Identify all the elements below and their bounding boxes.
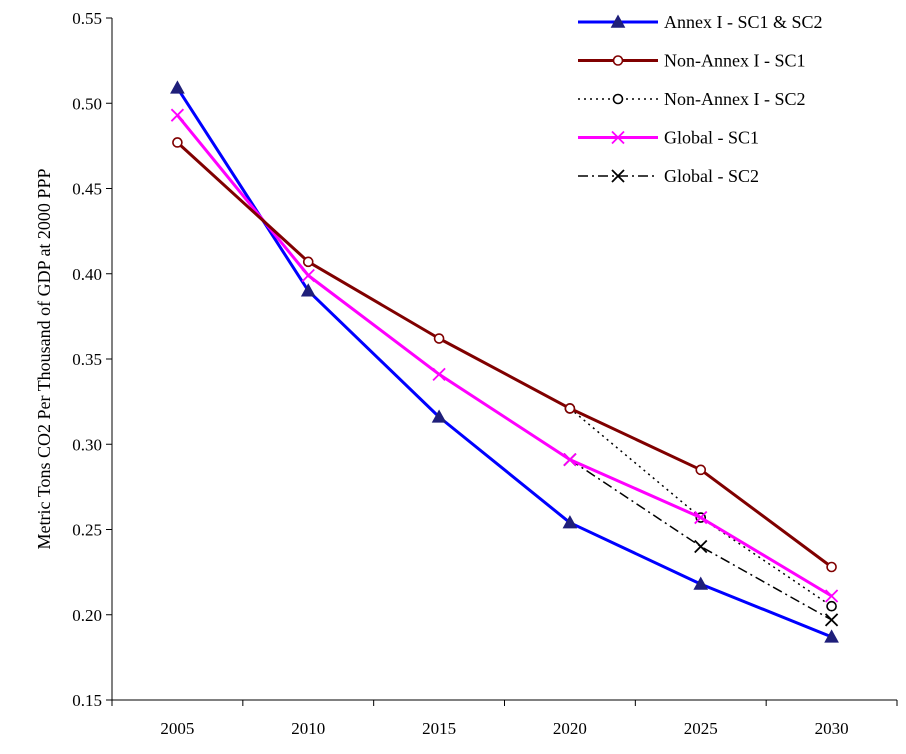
legend-label: Global - SC1 — [664, 128, 759, 148]
triangle-marker — [300, 283, 316, 297]
y-tick-label: 0.20 — [72, 606, 102, 625]
circle-marker — [826, 561, 837, 573]
x-tick-label: 2005 — [160, 719, 194, 738]
triangle-marker — [693, 576, 709, 590]
triangle-marker — [170, 80, 185, 94]
x-marker — [824, 613, 839, 627]
legend-item: Global - SC1 — [578, 128, 759, 148]
series-line — [176, 114, 833, 598]
circle-marker — [826, 600, 837, 612]
x-marker — [824, 589, 839, 603]
circle-marker — [302, 256, 314, 268]
series-line — [569, 407, 833, 607]
circle-marker — [695, 464, 707, 476]
x-marker — [694, 539, 708, 554]
y-tick-label: 0.30 — [72, 435, 102, 454]
y-tick-label: 0.40 — [72, 265, 102, 284]
x-marker — [170, 108, 185, 122]
x-marker — [301, 268, 315, 283]
axes: 0.15 0.20 0.25 0.30 0.35 0.40 0.45 0.50 0.55 2005… — [34, 9, 898, 738]
y-tick-label: 0.55 — [72, 9, 102, 28]
circle-marker — [433, 333, 445, 344]
y-tick-label: 0.35 — [72, 350, 102, 369]
x-tick-label: 2025 — [684, 719, 718, 738]
circle-marker — [564, 403, 576, 414]
legend-label: Non-Annex I - SC1 — [664, 51, 806, 71]
y-tick-label: 0.25 — [72, 521, 102, 540]
circle-marker — [172, 137, 183, 148]
series-layer — [170, 80, 839, 643]
x-marker — [563, 452, 577, 467]
triangle-marker — [562, 515, 578, 529]
x-marker — [611, 169, 625, 183]
x-tick-label: 2020 — [553, 719, 587, 738]
circle-marker — [612, 55, 624, 66]
x-tick-label: 2030 — [815, 719, 849, 738]
y-axis-label: Metric Tons CO2 Per Thousand of GDP at 2… — [34, 169, 54, 550]
series-3 — [170, 108, 839, 603]
y-tick-label: 0.45 — [72, 180, 102, 199]
legend-item: Non-Annex I - SC2 — [578, 89, 806, 109]
legend-label: Global - SC2 — [664, 166, 759, 186]
legend: Annex I - SC1 & SC2 Non-Annex I - SC1 Non-… — [578, 12, 823, 186]
series-0 — [170, 80, 839, 643]
circle-marker — [612, 93, 624, 105]
x-tick-label: 2010 — [291, 719, 325, 738]
legend-label: Annex I - SC1 & SC2 — [664, 12, 823, 32]
x-tick-label: 2015 — [422, 719, 456, 738]
x-marker — [611, 130, 625, 145]
x-marker — [432, 367, 446, 381]
series-1 — [172, 137, 837, 573]
triangle-marker — [824, 629, 839, 643]
triangle-marker — [610, 14, 626, 28]
legend-item: Non-Annex I - SC1 — [578, 51, 806, 71]
legend-item: Annex I - SC1 & SC2 — [578, 12, 823, 32]
triangle-marker — [431, 409, 447, 423]
y-tick-label: 0.50 — [72, 94, 102, 113]
legend-item: Global - SC2 — [578, 166, 759, 186]
legend-label: Non-Annex I - SC2 — [664, 89, 806, 109]
x-marker — [694, 510, 708, 525]
y-tick-label: 0.15 — [72, 691, 102, 710]
series-line — [176, 87, 833, 639]
series-line — [176, 141, 833, 569]
